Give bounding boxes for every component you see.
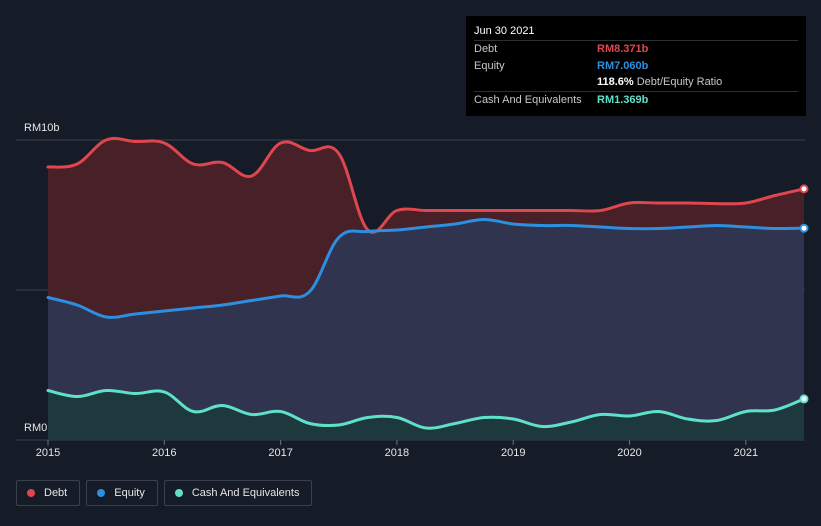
y-tick-label-top: RM10b (24, 122, 60, 134)
x-tick-label: 2018 (384, 447, 410, 459)
x-tick-label: 2017 (268, 447, 293, 459)
legend-item-equity[interactable]: Equity (86, 480, 158, 506)
debt-line (46, 136, 806, 234)
chart-legend: Debt Equity Cash And Equivalents (16, 480, 313, 506)
y-tick-label-bottom: RM0 (24, 422, 48, 434)
tooltip-value: RM1.369b (597, 93, 649, 106)
x-tick-label: 2016 (152, 447, 177, 459)
tooltip-ratio-value: 118.6% (597, 76, 634, 88)
legend-dot-icon (27, 489, 35, 497)
tooltip-value: RM8.371b (597, 43, 649, 55)
equity-area (48, 219, 804, 440)
equity-endpoint (799, 223, 809, 233)
legend-item-debt[interactable]: Debt (16, 480, 81, 506)
legend-label: Cash And Equivalents (191, 487, 300, 499)
tooltip-row-cash: Cash And Equivalents RM1.369b (474, 90, 798, 109)
legend-dot-icon (97, 489, 106, 497)
legend-item-cash[interactable]: Cash And Equivalents (163, 480, 313, 506)
tooltip-row-ratio: 118.6% Debt/Equity Ratio (474, 74, 798, 91)
chart-lines (46, 136, 806, 430)
cash-endpoint (799, 394, 809, 404)
tooltip-ratio-label: Debt/Equity Ratio (636, 76, 723, 88)
tooltip-label: Cash And Equivalents (474, 93, 582, 106)
legend-dot-icon (174, 489, 183, 497)
tooltip-row-debt: Debt RM8.371b (474, 40, 798, 58)
chart-tooltip: Jun 30 2021 Debt RM8.371b Equity RM7.060… (466, 16, 806, 116)
x-tick-label: 2020 (617, 447, 642, 459)
tooltip-row-equity: Equity RM7.060b (474, 58, 798, 75)
cash-area (48, 390, 804, 440)
x-tick-label: 2015 (35, 447, 61, 459)
tooltip-label: Equity (474, 59, 505, 72)
legend-label: Equity (114, 487, 145, 499)
tooltip-date: Jun 30 2021 (474, 25, 535, 37)
tooltip-label: Debt (474, 43, 498, 55)
equity-line (46, 218, 806, 319)
chart-areas (48, 138, 804, 440)
x-tick-label: 2019 (500, 447, 526, 459)
x-tick-label: 2021 (733, 447, 759, 459)
debt-endpoint (799, 184, 809, 194)
tooltip-value: RM7.060b (597, 59, 649, 72)
chart-endpoints (799, 184, 809, 404)
legend-label: Debt (44, 487, 68, 499)
cash-line (46, 388, 806, 430)
tooltip-label-empty (474, 74, 597, 91)
